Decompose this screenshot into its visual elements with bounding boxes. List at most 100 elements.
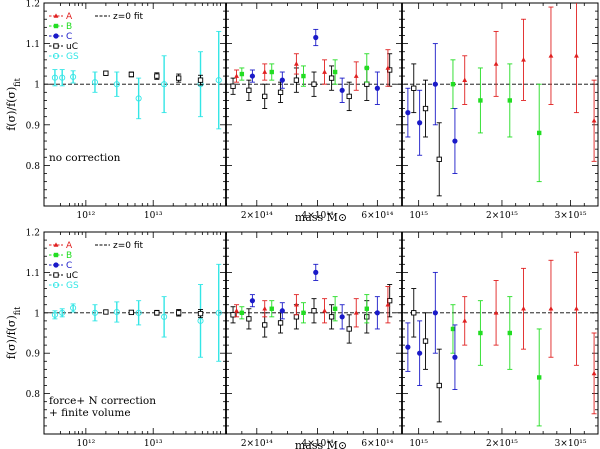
data-point [269,69,274,75]
data-point [332,306,338,311]
data-point [432,310,438,316]
data-point [450,82,456,87]
data-point [385,65,391,70]
data-point [374,85,380,91]
y-tick-label: 0.8 [26,390,41,400]
data-point [478,330,483,336]
series-C [249,263,458,391]
data-point [574,306,579,311]
data-point [176,75,182,81]
data-point [548,53,554,58]
data-point [294,61,299,66]
x-tick-label: 2×10¹⁵ [486,211,518,221]
data-point [405,110,411,116]
legend-label-fit: z=0 fit [113,12,144,22]
y-tick-label: 1.1 [26,40,40,50]
data-point [135,95,142,102]
data-point [103,309,109,315]
data-point [70,304,77,312]
legend-marker-B [53,23,59,29]
plot-frame [43,231,599,435]
data-point [279,77,285,83]
data-point [450,326,456,332]
data-point [249,298,255,304]
x-axis: 10¹² 10¹³ 2×10¹⁴ 4×10¹⁴ 6×10¹⁴ 10¹⁵ 2×10¹⁵ 3×10… [59,232,587,449]
legend-label-uC: uC [66,42,78,52]
panel-annotation: + finite volume [49,407,131,419]
data-point [313,34,319,41]
data-point [493,310,499,315]
x-tick-label: 10¹³ [144,439,163,449]
data-point [197,77,204,83]
data-point [537,130,542,136]
legend-label-C: C [66,261,72,271]
x-axis-label: mass M⊙ [295,439,347,449]
data-point [507,330,512,336]
x-tick-label: 3×10¹⁵ [555,211,587,221]
x-tick-label: 2×10¹⁴ [241,439,273,449]
legend-marker-GS [52,52,60,60]
data-point [328,75,335,81]
data-point [239,71,245,77]
data-point [432,81,438,87]
data-point [113,81,120,88]
y-tick-label: 0.9 [26,350,41,360]
y-tick-label: 0.8 [26,162,41,172]
data-point [301,310,306,315]
data-point [322,308,327,313]
data-point [591,370,597,376]
legend-marker-C [53,262,59,268]
data-point [339,314,345,320]
y-tick-label: 1.2 [26,0,40,10]
data-point [364,65,369,71]
series-C [249,28,458,174]
legend-label-C: C [66,32,72,42]
data-point [493,61,499,66]
data-point [462,318,468,323]
data-point [346,93,352,100]
data-point [322,69,327,74]
data-point [294,302,299,307]
data-point [246,316,252,322]
data-point [411,310,417,316]
y-axis: 0.8 0.9 1 1.1 1.2 [26,229,598,435]
data-point [311,308,317,314]
data-point [128,71,135,78]
data-point [128,309,135,316]
data-point [301,73,306,79]
series-B [239,294,542,427]
x-tick-label: 10¹² [77,211,96,221]
data-point [51,74,58,81]
data-point [591,118,597,123]
data-point [311,81,317,87]
data-point [574,53,579,58]
data-point [161,81,168,88]
data-point [246,87,252,93]
data-point [385,302,391,307]
data-point [346,326,352,332]
data-point [462,77,468,82]
data-point [59,74,66,81]
series-A [234,251,597,415]
x-tick-label: 2×10¹⁴ [241,211,273,221]
data-point [277,89,284,95]
data-point [521,306,526,311]
data-point [452,354,458,360]
y-tick-label: 1 [34,309,40,319]
data-point [234,73,239,78]
x-tick-label: 10¹⁵ [409,439,428,449]
legend-label-fit: z=0 fit [113,241,144,251]
panel-annotation: force+ N correction [49,395,156,407]
data-point [436,382,442,389]
data-point [313,269,319,275]
x-tick-label: 4×10¹⁴ [302,439,334,449]
data-point [537,375,542,380]
data-point [262,69,268,74]
x-tick-label: 4×10¹⁴ [302,211,334,221]
y-tick-label: 1 [34,81,40,91]
series-GS [51,30,222,130]
series-A [234,3,597,162]
